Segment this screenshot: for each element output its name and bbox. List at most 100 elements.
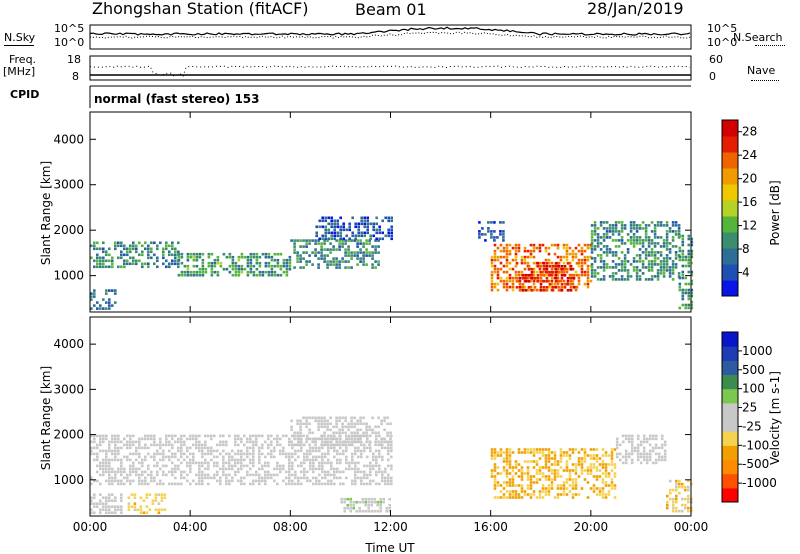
power-cell [305, 239, 308, 242]
power-cell [629, 224, 633, 227]
vel-cell [129, 470, 132, 474]
power-cell [320, 242, 323, 245]
vel-cell [345, 437, 348, 441]
vel-cell [342, 452, 345, 456]
power-cell [687, 237, 691, 241]
vel-cell [639, 461, 643, 465]
vel-cell [279, 443, 282, 447]
power-cell [681, 288, 685, 292]
power-cell [377, 239, 380, 242]
power-cell [614, 263, 618, 266]
power-cell [678, 234, 682, 238]
vel-cell [168, 455, 171, 459]
power-cell [518, 283, 522, 286]
power-cell [620, 242, 624, 245]
power-cell [574, 288, 578, 292]
vel-cell [132, 434, 135, 438]
vel-cell [493, 478, 497, 481]
vel-cell [127, 496, 131, 499]
vel-cell [636, 455, 640, 459]
power-cell [508, 285, 512, 289]
power-cell [502, 236, 505, 239]
power-y-tick-label: 3000 [53, 178, 84, 192]
vel-cell [339, 437, 342, 441]
power-cell [105, 250, 108, 254]
vel-cell [335, 422, 338, 426]
vel-cell [222, 443, 225, 447]
power-cell [554, 268, 558, 271]
vel-cell [228, 434, 231, 438]
power-cell [599, 278, 603, 281]
vel-cell [314, 443, 317, 447]
power-cell [102, 307, 105, 310]
vel-cell [114, 440, 117, 444]
power-cell [524, 274, 528, 277]
power-cell [533, 286, 537, 289]
power-cell [324, 216, 327, 220]
power-cell [93, 304, 96, 307]
power-cell [659, 221, 663, 224]
power-cell [357, 222, 360, 226]
vel-cell [387, 476, 390, 480]
power-cell [644, 257, 648, 260]
colorbar-swatch [722, 374, 738, 390]
vel-cell [315, 482, 318, 486]
power-cell [623, 227, 627, 230]
power-cell [662, 272, 666, 275]
vel-cell [258, 449, 261, 453]
vel-cell [380, 440, 383, 444]
vel-cell [660, 446, 664, 450]
vel-cell [541, 475, 545, 478]
vel-cell [376, 509, 379, 513]
power-cell [123, 259, 126, 263]
vel-cell [105, 505, 108, 508]
vel-cell [532, 451, 536, 454]
power-cell [360, 216, 363, 220]
vel-cell [222, 470, 225, 474]
power-cell [390, 225, 393, 229]
vel-cell [350, 416, 353, 420]
power-cell [285, 270, 289, 274]
vel-cell [120, 505, 123, 508]
power-cell [285, 264, 289, 268]
power-cell [339, 231, 342, 235]
vel-cell [189, 437, 192, 441]
power-cell [371, 245, 374, 248]
vel-cell [607, 493, 611, 496]
vel-cell [126, 473, 129, 477]
power-cell [222, 252, 226, 256]
power-cell [99, 262, 102, 266]
power-cell [586, 255, 590, 259]
vel-cell [273, 437, 276, 441]
vel-cell [299, 419, 302, 423]
power-cell [678, 258, 682, 262]
vel-cell [360, 452, 363, 456]
vel-cell [162, 482, 165, 486]
power-cell [168, 244, 171, 248]
vel-cell [225, 473, 228, 477]
vel-cell [338, 428, 341, 432]
power-cell [605, 245, 609, 248]
vel-cell [356, 431, 359, 435]
power-cell [123, 265, 126, 269]
power-cell [177, 273, 181, 277]
power-cell [565, 252, 569, 256]
vel-cell [332, 425, 335, 429]
vel-cell [387, 458, 390, 462]
cpid-label: CPID [10, 88, 40, 101]
vel-cell [93, 440, 96, 444]
power-cell [532, 261, 536, 265]
vel-cell [240, 482, 243, 486]
power-cell [577, 276, 581, 280]
power-cell [665, 269, 669, 272]
power-cell [162, 256, 165, 260]
power-cell [496, 276, 500, 280]
vel-cell [624, 449, 628, 453]
power-cell [617, 221, 621, 224]
power-cell [372, 222, 375, 226]
vel-cell [312, 464, 315, 468]
power-cell [249, 252, 253, 256]
vel-cell [502, 460, 506, 463]
vel-cell [330, 479, 333, 483]
